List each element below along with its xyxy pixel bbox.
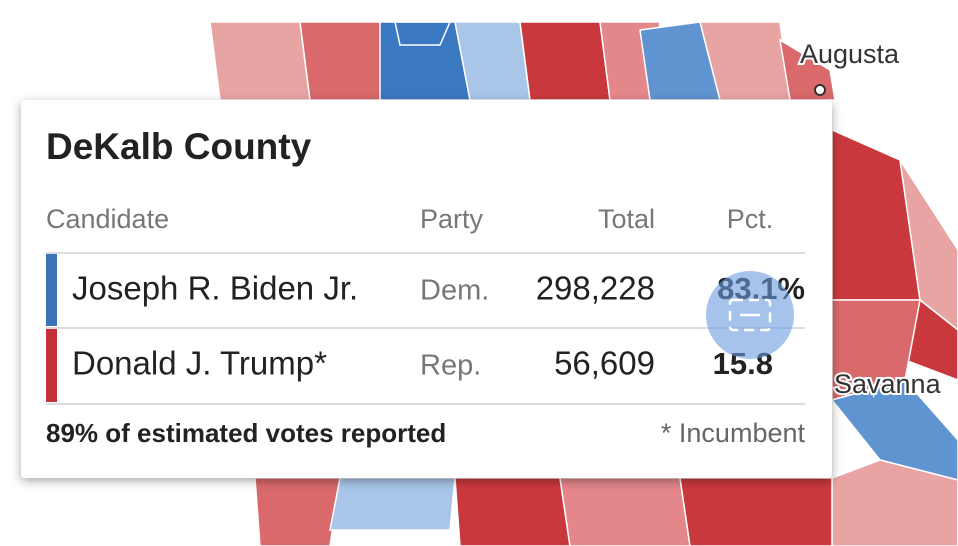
party-bar (46, 254, 57, 326)
reporting-note: 89% of estimated votes reported (46, 418, 446, 448)
city-label: Augusta (800, 39, 900, 69)
total: 56,609 (554, 345, 655, 382)
column-header: Candidate (46, 204, 169, 234)
column-header: Total (598, 204, 655, 234)
party: Rep. (420, 350, 481, 382)
party-bar (46, 329, 57, 402)
party: Dem. (420, 275, 489, 307)
column-header: Party (420, 204, 484, 234)
column-header: Pct. (727, 204, 774, 234)
candidate: Joseph R. Biden Jr. (72, 270, 358, 307)
city-label: Savanna (834, 369, 942, 399)
candidate: Donald J. Trump* (72, 345, 327, 382)
map (209, 21, 958, 546)
tooltip-box (21, 100, 832, 478)
county-title: DeKalb County (46, 126, 312, 167)
incumbent-note: * Incumbent (661, 418, 806, 448)
total: 298,228 (536, 270, 655, 307)
floating-button[interactable] (706, 271, 794, 359)
tooltip: DeKalb County Candidate Party Total Pct.… (21, 100, 832, 478)
